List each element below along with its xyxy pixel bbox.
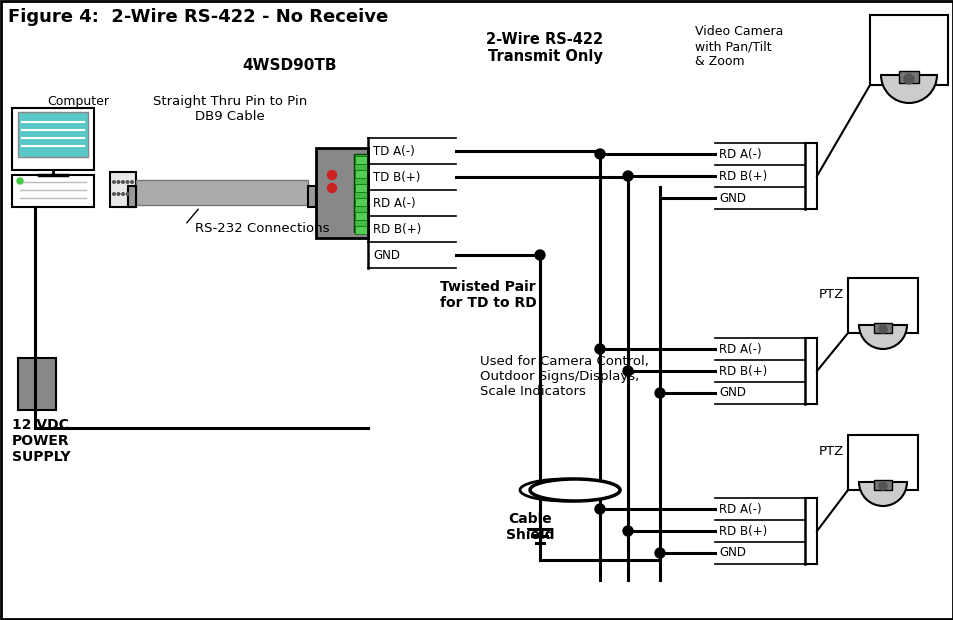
Circle shape xyxy=(655,388,664,398)
FancyBboxPatch shape xyxy=(355,198,367,206)
FancyBboxPatch shape xyxy=(354,154,368,232)
FancyBboxPatch shape xyxy=(308,186,315,207)
Wedge shape xyxy=(858,325,906,349)
FancyBboxPatch shape xyxy=(873,480,891,490)
Text: Computer: Computer xyxy=(47,95,109,108)
Text: RS-232 Connections: RS-232 Connections xyxy=(194,222,329,235)
FancyBboxPatch shape xyxy=(869,15,947,85)
Text: RD A(-): RD A(-) xyxy=(719,342,760,355)
Text: PTZ: PTZ xyxy=(818,445,843,458)
Circle shape xyxy=(122,193,124,195)
Ellipse shape xyxy=(530,479,619,501)
Text: Video Camera
with Pan/Tilt
& Zoom: Video Camera with Pan/Tilt & Zoom xyxy=(695,25,782,68)
Text: RD B(+): RD B(+) xyxy=(373,223,421,236)
Text: GND: GND xyxy=(719,192,745,205)
FancyBboxPatch shape xyxy=(355,226,367,234)
Circle shape xyxy=(112,180,115,184)
FancyBboxPatch shape xyxy=(847,435,917,490)
Text: GND: GND xyxy=(719,386,745,399)
Circle shape xyxy=(535,250,544,260)
FancyBboxPatch shape xyxy=(898,71,918,83)
FancyBboxPatch shape xyxy=(136,180,308,205)
FancyBboxPatch shape xyxy=(355,170,367,178)
Circle shape xyxy=(622,526,633,536)
FancyBboxPatch shape xyxy=(12,175,94,207)
Text: Used for Camera Control,
Outdoor Signs/Displays,
Scale Indicators: Used for Camera Control, Outdoor Signs/D… xyxy=(479,355,648,398)
Circle shape xyxy=(903,74,913,84)
Text: 12 VDC
POWER
SUPPLY: 12 VDC POWER SUPPLY xyxy=(12,418,71,464)
Text: 2-Wire RS-422
Transmit Only: 2-Wire RS-422 Transmit Only xyxy=(486,32,603,64)
Wedge shape xyxy=(880,75,936,103)
Circle shape xyxy=(112,193,115,195)
Circle shape xyxy=(595,504,604,514)
FancyBboxPatch shape xyxy=(128,186,136,207)
Text: RD B(+): RD B(+) xyxy=(719,169,766,182)
Text: Straight Thru Pin to Pin
DB9 Cable: Straight Thru Pin to Pin DB9 Cable xyxy=(152,95,307,123)
Text: TD B(+): TD B(+) xyxy=(373,170,420,184)
FancyBboxPatch shape xyxy=(873,323,891,333)
Text: TD A(-): TD A(-) xyxy=(373,144,415,157)
Text: RD A(-): RD A(-) xyxy=(719,502,760,515)
Wedge shape xyxy=(858,482,906,506)
FancyBboxPatch shape xyxy=(315,148,368,238)
Text: Twisted Pair
for TD to RD: Twisted Pair for TD to RD xyxy=(439,280,536,310)
FancyBboxPatch shape xyxy=(12,108,94,170)
Text: RD A(-): RD A(-) xyxy=(719,148,760,161)
FancyBboxPatch shape xyxy=(18,358,56,410)
Text: Figure 4:  2-Wire RS-422 - No Receive: Figure 4: 2-Wire RS-422 - No Receive xyxy=(8,8,388,26)
Text: GND: GND xyxy=(373,249,399,262)
Circle shape xyxy=(327,170,336,180)
Circle shape xyxy=(117,193,120,195)
Text: PTZ: PTZ xyxy=(818,288,843,301)
FancyBboxPatch shape xyxy=(18,112,88,157)
Circle shape xyxy=(126,180,129,184)
Text: Cable
Shield: Cable Shield xyxy=(505,512,554,542)
FancyBboxPatch shape xyxy=(110,172,136,207)
Circle shape xyxy=(595,344,604,354)
FancyBboxPatch shape xyxy=(355,184,367,192)
Text: GND: GND xyxy=(719,546,745,559)
Circle shape xyxy=(878,482,886,490)
Text: RD A(-): RD A(-) xyxy=(373,197,416,210)
Circle shape xyxy=(117,180,120,184)
Circle shape xyxy=(126,193,129,195)
Circle shape xyxy=(622,366,633,376)
Circle shape xyxy=(17,178,23,184)
Circle shape xyxy=(122,180,124,184)
Circle shape xyxy=(595,149,604,159)
Circle shape xyxy=(327,184,336,192)
Text: RD B(+): RD B(+) xyxy=(719,525,766,538)
FancyBboxPatch shape xyxy=(847,278,917,333)
Text: RD B(+): RD B(+) xyxy=(719,365,766,378)
FancyBboxPatch shape xyxy=(355,156,367,164)
Circle shape xyxy=(622,171,633,181)
Text: 4WSD90TB: 4WSD90TB xyxy=(242,58,337,73)
Circle shape xyxy=(878,325,886,333)
FancyBboxPatch shape xyxy=(355,212,367,220)
Circle shape xyxy=(655,548,664,558)
Circle shape xyxy=(131,180,133,184)
